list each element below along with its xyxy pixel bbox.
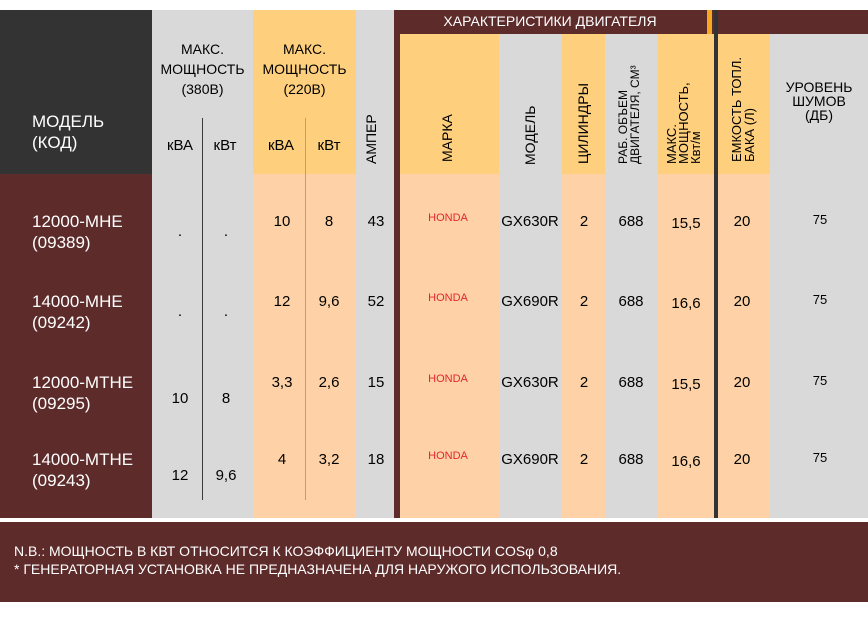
- amper-header: АМПЕР: [363, 114, 379, 164]
- cell-engine-model: GX690R: [501, 451, 559, 468]
- noise-header: УРОВЕНЬ ШУМОВ (ДБ): [785, 79, 853, 123]
- engine-power-header-bg: [658, 34, 714, 174]
- cell-kva-380: .: [177, 303, 183, 320]
- kw-220-label: кВт: [317, 137, 341, 154]
- cell-noise: 75: [812, 373, 828, 388]
- cell-kva-380: .: [177, 223, 183, 240]
- engine-model-column-bg: [499, 34, 562, 518]
- engine-title-accent: [707, 10, 712, 34]
- brand-header-bg: [400, 34, 499, 174]
- cell-fuel-tank: 20: [733, 213, 751, 230]
- brand-body-bg: [400, 174, 499, 518]
- power-220-title: МАКС. МОЩНОСТЬ (220В): [262, 41, 347, 97]
- cell-fuel-tank: 20: [733, 293, 751, 310]
- cell-displacement: 688: [618, 213, 644, 230]
- model-column-bg: [0, 174, 152, 518]
- cylinders-header-bg: [562, 34, 605, 174]
- divider-220: [305, 118, 306, 500]
- cylinders-header: ЦИЛИНДРЫ: [575, 83, 591, 164]
- model-header-bg: [0, 10, 152, 174]
- engine-separator-right: [714, 10, 718, 518]
- fuel-tank-header: ЕМКОСТЬ ТОПЛ. БАКА (Л): [729, 56, 757, 162]
- cell-noise: 75: [812, 450, 828, 465]
- cell-fuel-tank: 20: [733, 374, 751, 391]
- cell-cylinders: 2: [579, 293, 589, 310]
- cell-fuel-tank: 20: [733, 451, 751, 468]
- cell-kw-220: 8: [324, 213, 334, 230]
- cell-kw-380: 8: [221, 390, 231, 407]
- cell-kva-220: 10: [273, 213, 291, 230]
- displacement-column-bg: [605, 34, 658, 518]
- cell-amper: 52: [367, 293, 385, 310]
- engine-power-header: МАКС. МОЩНОСТЬ, Квт/м: [664, 82, 703, 164]
- notes-bg: [0, 522, 868, 602]
- cell-brand: HONDA: [428, 292, 468, 304]
- cell-amper: 15: [367, 374, 385, 391]
- cell-engine-power: 16,6: [671, 295, 701, 312]
- cell-kva-220: 4: [277, 451, 287, 468]
- fuel-tank-body-bg: [718, 174, 770, 518]
- cell-displacement: 688: [618, 451, 644, 468]
- note-power-factor: N.B.: МОЩНОСТЬ В КВТ ОТНОСИТСЯ К КОЭФФИЦ…: [14, 543, 558, 559]
- cell-noise: 75: [812, 212, 828, 227]
- cell-kva-220: 3,3: [271, 374, 293, 391]
- cell-engine-power: 15,5: [671, 215, 701, 232]
- top-right-bg: [718, 10, 868, 34]
- kva-380-label: кВА: [166, 137, 194, 154]
- engine-separator-left: [394, 10, 400, 518]
- engine-model-header: МОДЕЛЬ: [522, 105, 538, 165]
- cell-brand: HONDA: [428, 373, 468, 385]
- cell-kva-380: 12: [171, 467, 189, 484]
- cell-engine-power: 15,5: [671, 376, 701, 393]
- cell-engine-power: 16,6: [671, 453, 701, 470]
- cell-kva-220: 12: [273, 293, 291, 310]
- engine-title-bg: [394, 10, 716, 34]
- engine-title: ХАРАКТЕРИСТИКИ ДВИГАТЕЛЯ: [443, 13, 657, 29]
- brand-header: МАРКА: [439, 114, 455, 162]
- fuel-tank-header-bg: [718, 34, 770, 174]
- power-380-title: МАКС. МОЩНОСТЬ (380В): [160, 41, 245, 97]
- cell-cylinders: 2: [579, 451, 589, 468]
- cell-kw-380: .: [223, 303, 229, 320]
- model-header-label: МОДЕЛЬ (КОД): [32, 112, 105, 152]
- cell-brand: HONDA: [428, 450, 468, 462]
- cell-cylinders: 2: [579, 213, 589, 230]
- power-220-body-bg: [253, 174, 356, 518]
- cell-engine-model: GX690R: [501, 293, 559, 310]
- divider-380: [202, 118, 203, 500]
- cell-amper: 18: [367, 451, 385, 468]
- note-outdoor-use: * ГЕНЕРАТОРНАЯ УСТАНОВКА НЕ ПРЕДНАЗНАЧЕН…: [14, 561, 622, 577]
- kw-380-label: кВт: [213, 137, 237, 154]
- cell-model: 14000-MHE (09242): [32, 292, 123, 332]
- cell-model: 12000-MTHE (09295): [32, 373, 134, 413]
- cell-displacement: 688: [618, 293, 644, 310]
- cell-kw-220: 2,6: [318, 374, 340, 391]
- cell-engine-model: GX630R: [501, 213, 559, 230]
- kva-220-label: кВА: [267, 137, 295, 154]
- cylinders-body-bg: [562, 174, 605, 518]
- cell-kw-380: .: [223, 223, 229, 240]
- power-220-header-bg: [253, 10, 356, 174]
- cell-model: 12000-MHE (09389): [32, 212, 123, 252]
- cell-model: 14000-MTHE (09243): [32, 450, 134, 490]
- engine-power-body-bg: [658, 174, 714, 518]
- cell-amper: 43: [367, 213, 385, 230]
- cell-kw-220: 9,6: [318, 293, 340, 310]
- cell-noise: 75: [812, 292, 828, 307]
- cell-displacement: 688: [618, 374, 644, 391]
- cell-cylinders: 2: [579, 374, 589, 391]
- cell-kva-380: 10: [171, 390, 189, 407]
- displacement-header: РАБ. ОБЪЕМ ДВИГАТЕЛЯ, СМ³: [616, 65, 642, 164]
- cell-brand: HONDA: [428, 212, 468, 224]
- cell-engine-model: GX630R: [501, 374, 559, 391]
- cell-kw-220: 3,2: [318, 451, 340, 468]
- cell-kw-380: 9,6: [215, 467, 237, 484]
- noise-column-bg: [770, 34, 868, 518]
- amper-column-bg: [356, 10, 394, 518]
